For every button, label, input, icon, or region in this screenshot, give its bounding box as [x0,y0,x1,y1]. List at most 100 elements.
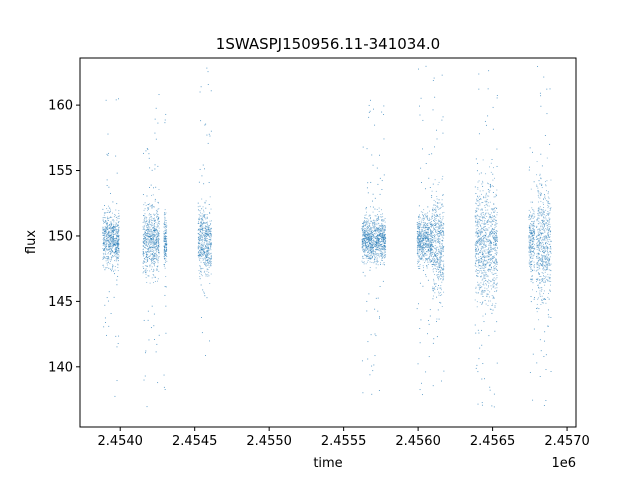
data-point [108,244,110,246]
data-point [144,231,146,233]
data-point [371,256,373,258]
data-point [366,246,368,247]
data-point [494,238,496,240]
data-point [488,244,490,246]
data-point [107,233,108,235]
data-point [372,200,374,202]
data-point [418,257,420,259]
data-point [116,251,117,253]
data-point [149,241,151,243]
data-point [431,196,433,198]
data-point [105,220,107,222]
data-point [117,229,119,231]
data-point [382,253,384,255]
data-point [146,220,148,222]
data-point [382,224,384,226]
data-point [362,233,364,235]
data-point [364,254,366,256]
data-point [151,233,153,235]
data-point [434,224,436,226]
data-point [417,255,419,256]
data-point [483,197,485,199]
data-point [115,224,116,226]
data-point [210,130,212,132]
data-point [430,250,432,252]
data-point [151,254,153,256]
data-point [115,225,117,227]
data-point [484,258,485,260]
data-point [367,246,368,248]
data-point [438,253,440,255]
data-point [376,259,378,261]
data-point [165,220,167,221]
data-point [478,284,480,286]
data-point [203,222,205,224]
data-point [143,204,145,206]
data-point [370,257,372,259]
data-point [200,267,202,269]
data-point [209,260,211,262]
data-point [381,189,383,190]
data-point [484,223,486,225]
data-point [208,234,210,236]
data-point [427,320,429,321]
data-point [107,300,109,302]
data-point [164,267,166,269]
data-point [200,255,202,256]
data-point [429,256,430,257]
data-point [154,231,156,233]
data-point [477,248,479,250]
data-point [474,256,476,258]
data-point [107,154,109,156]
data-point [115,250,117,252]
data-point [361,247,363,249]
data-point [165,238,167,240]
data-point [362,244,364,246]
data-point [156,216,158,218]
data-point [492,295,494,297]
data-point [488,250,490,252]
data-point [158,256,159,258]
data-point [109,259,111,261]
data-point [106,262,108,264]
data-point [430,242,432,244]
data-point [495,284,497,286]
data-point [423,238,425,240]
data-point [199,231,201,233]
data-point [207,71,209,73]
data-point [149,266,151,268]
data-point [438,258,440,260]
data-point [487,286,489,288]
data-point [376,243,378,245]
data-point [437,248,439,250]
data-point [377,218,379,220]
data-point [207,232,209,234]
data-point [495,259,497,261]
data-point [106,297,108,299]
data-point [495,262,497,264]
data-point [367,246,369,248]
data-point [437,184,439,186]
data-point [490,212,492,214]
data-point [483,243,484,245]
data-point [376,247,378,249]
data-point [202,248,204,249]
data-point [106,223,108,225]
data-point [382,246,384,248]
data-point [362,242,364,244]
data-point [145,277,147,279]
data-point [368,253,370,254]
data-point [104,231,106,232]
data-point [496,246,498,248]
data-point [382,247,384,249]
data-point [205,251,207,253]
data-point [205,247,207,249]
data-point [427,240,429,242]
data-point [148,230,150,232]
data-point [422,233,424,235]
data-point [436,260,438,262]
data-point [424,254,426,256]
data-point [475,249,477,251]
data-point [153,234,155,236]
data-point [114,252,116,254]
